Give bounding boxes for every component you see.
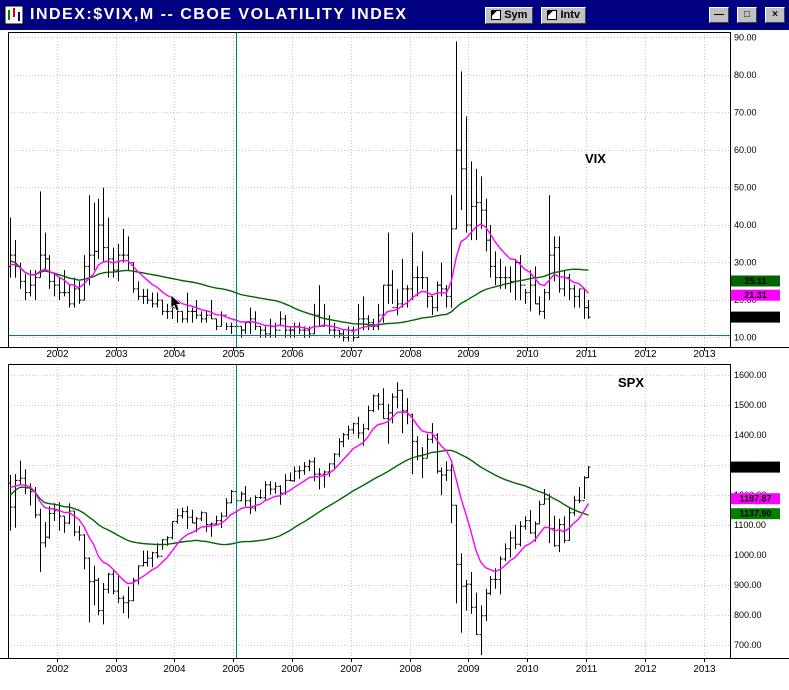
x-axis-year-label: 2005: [222, 664, 245, 675]
spx-price-bars: [8, 382, 591, 655]
x-axis-year-label: 2007: [340, 664, 363, 675]
x-axis-year-label: 2004: [163, 349, 186, 360]
price-box-label: 1137.90: [739, 509, 771, 519]
y-axis-tick-label: 70.00: [734, 108, 757, 118]
vix-price-bars: [8, 41, 591, 342]
price-box: [731, 275, 780, 287]
x-axis-year-label: 2007: [340, 349, 363, 360]
sym-button-label: Sym: [504, 9, 528, 21]
app-icon: [4, 5, 24, 25]
price-box: [731, 289, 780, 301]
y-axis-tick-label: 80.00: [734, 70, 757, 80]
ma-fast-line: [10, 411, 590, 585]
price-box: [731, 493, 780, 505]
x-axis-year-label: 2009: [457, 664, 480, 675]
x-axis-year-label: 2004: [163, 664, 186, 675]
titlebar[interactable]: INDEX:$VIX,M -- CBOE VOLATILITY INDEX Sy…: [0, 0, 789, 30]
x-axis-year-label: 2010: [516, 664, 539, 675]
price-box: [731, 311, 780, 323]
x-axis-year-label: 2002: [46, 349, 69, 360]
x-axis-year-label: 2006: [281, 349, 304, 360]
spx-chart[interactable]: 700.00800.00900.001000.001100.001200.001…: [0, 364, 789, 675]
sym-button[interactable]: Sym: [485, 6, 534, 24]
window-title: INDEX:$VIX,M -- CBOE VOLATILITY INDEX: [30, 6, 408, 23]
intv-button[interactable]: Intv: [541, 6, 586, 24]
mouse-cursor: [170, 294, 183, 312]
x-axis-year-label: 2013: [693, 349, 716, 360]
spx-label: SPX: [618, 375, 644, 390]
y-axis-tick-label: 10.00: [734, 333, 757, 343]
price-box-label: 25.11: [744, 276, 766, 286]
x-axis-year-label: 2010: [516, 349, 539, 360]
x-axis-year-label: 2012: [634, 664, 657, 675]
y-axis-tick-label: 60.00: [734, 145, 757, 155]
vix-chart[interactable]: 10.0020.0030.0040.0050.0060.0070.0080.00…: [0, 32, 789, 360]
y-axis-tick-label: 30.00: [734, 258, 757, 268]
x-axis-year-label: 2008: [399, 349, 422, 360]
y-axis-tick-label: 800.00: [734, 610, 762, 620]
x-axis-year-label: 2003: [105, 664, 128, 675]
price-box: [731, 461, 780, 473]
x-axis-year-label: 2009: [457, 349, 480, 360]
close-button[interactable]: ×: [765, 7, 785, 23]
y-axis-tick-label: 900.00: [734, 580, 762, 590]
price-box-label: 21.31: [744, 290, 767, 300]
x-axis-year-label: 2005: [222, 349, 245, 360]
y-axis-tick-label: 1400.00: [734, 430, 767, 440]
x-axis-year-label: 2011: [576, 664, 598, 675]
x-axis-year-label: 2013: [693, 664, 716, 675]
x-axis-year-label: 2011: [576, 349, 598, 360]
intv-button-label: Intv: [560, 9, 580, 21]
y-axis-tick-label: 700.00: [734, 640, 762, 650]
x-axis-year-label: 2008: [399, 664, 422, 675]
maximize-button[interactable]: □: [737, 7, 757, 23]
x-axis-year-label: 2006: [281, 664, 304, 675]
sym-button-icon: [491, 10, 502, 20]
price-box: [731, 508, 780, 520]
y-axis-tick-label: 1500.00: [734, 400, 767, 410]
vix-chart-panel[interactable]: 10.0020.0030.0040.0050.0060.0070.0080.00…: [0, 30, 789, 360]
spx-chart-panel[interactable]: 700.00800.00900.001000.001100.001200.001…: [0, 360, 789, 690]
y-axis-tick-label: 1600.00: [734, 370, 767, 380]
y-axis-tick-label: 1100.00: [734, 520, 766, 530]
price-box-label: 1187.87: [739, 494, 771, 504]
price-box-label: 15.46: [744, 312, 767, 322]
intv-button-icon: [547, 10, 558, 20]
ma-fast-line: [10, 223, 590, 333]
x-axis-year-label: 2012: [634, 349, 657, 360]
y-axis-tick-label: 50.00: [734, 183, 757, 193]
y-axis-tick-label: 1000.00: [734, 550, 767, 560]
y-axis-tick-label: 90.00: [734, 33, 757, 43]
x-axis-year-label: 2003: [105, 349, 128, 360]
ma-slow-line: [9, 449, 589, 546]
ma-slow-line: [10, 260, 589, 326]
y-axis-tick-label: 40.00: [734, 220, 757, 230]
vix-label: VIX: [585, 151, 606, 166]
x-axis-year-label: 2002: [46, 664, 69, 675]
minimize-button[interactable]: —: [709, 7, 729, 23]
price-box-label: 1293.24: [739, 462, 772, 472]
